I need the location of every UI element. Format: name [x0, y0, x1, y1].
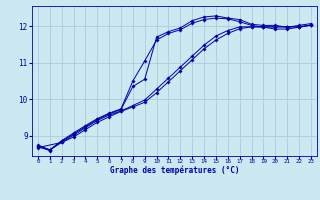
X-axis label: Graphe des températures (°C): Graphe des températures (°C)	[110, 166, 239, 175]
